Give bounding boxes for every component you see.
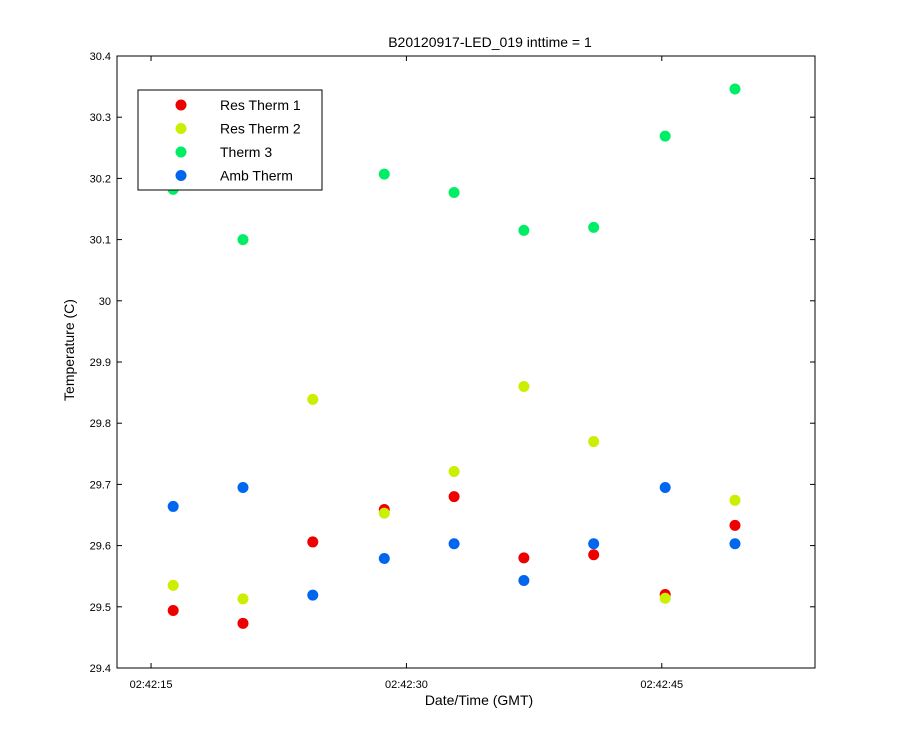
point-amb-therm — [167, 500, 179, 512]
legend-label: Amb Therm — [220, 168, 293, 184]
point-amb-therm — [378, 552, 390, 564]
x-tick-label: 02:42:15 — [130, 679, 173, 691]
point-res-therm-2 — [659, 592, 671, 604]
point-res-therm-2 — [237, 593, 249, 605]
point-res-therm-2 — [307, 393, 319, 405]
point-res-therm-1 — [237, 617, 249, 629]
y-tick-label: 29.4 — [90, 663, 111, 675]
point-res-therm-2 — [518, 380, 530, 392]
y-tick-label: 29.9 — [90, 357, 111, 369]
point-therm-3 — [378, 168, 390, 180]
legend-marker — [175, 123, 187, 134]
point-therm-3 — [659, 130, 671, 142]
x-tick-label: 02:42:45 — [640, 679, 683, 691]
point-res-therm-1 — [307, 536, 319, 548]
point-res-therm-1 — [588, 549, 600, 561]
y-tick-label: 30.4 — [90, 51, 111, 63]
point-amb-therm — [518, 574, 530, 586]
x-tick-label: 02:42:30 — [385, 679, 428, 691]
point-amb-therm — [307, 589, 319, 601]
point-res-therm-2 — [588, 436, 600, 448]
legend-items: Res Therm 1 Res Therm 2 Therm 3 Amb Therm — [175, 97, 301, 184]
point-res-therm-1 — [448, 491, 460, 503]
legend-marker — [175, 170, 187, 181]
data-points — [167, 83, 741, 629]
y-tick-label: 30.2 — [90, 173, 111, 185]
point-res-therm-2 — [448, 466, 460, 478]
point-therm-3 — [518, 224, 530, 236]
point-res-therm-2 — [729, 494, 741, 506]
point-amb-therm — [729, 538, 741, 550]
x-axis-label: Date/Time (GMT) — [425, 692, 533, 708]
point-res-therm-2 — [167, 579, 179, 591]
point-amb-therm — [588, 538, 600, 550]
legend-label: Res Therm 1 — [220, 97, 301, 113]
x-axis-ticks: 02:42:15 02:42:30 02:42:45 — [130, 56, 683, 691]
legend-label: Therm 3 — [220, 144, 272, 160]
point-therm-3 — [237, 234, 249, 246]
y-tick-label: 29.7 — [90, 479, 111, 491]
legend-marker — [175, 146, 187, 158]
legend-box — [137, 89, 323, 191]
chart-title: B20120917-LED_019 inttime = 1 — [388, 34, 592, 50]
y-tick-label: 29.5 — [90, 602, 111, 614]
y-axis-ticks: 29.4 29.5 29.6 29.7 29.8 29.9 30 30.1 30.2 30.3 30… — [90, 51, 815, 675]
legend-marker — [175, 99, 187, 111]
legend-label: Res Therm 2 — [220, 121, 301, 137]
point-res-therm-1 — [167, 604, 179, 616]
y-tick-label: 30.3 — [90, 112, 111, 124]
point-therm-3 — [588, 221, 600, 233]
y-tick-label: 30.1 — [90, 235, 111, 247]
y-tick-label: 30 — [99, 296, 111, 308]
point-res-therm-1 — [518, 552, 530, 564]
point-amb-therm — [659, 481, 671, 493]
y-axis-label: Temperature (C) — [61, 299, 77, 401]
y-tick-label: 29.6 — [90, 541, 111, 553]
y-tick-label: 29.8 — [90, 418, 111, 430]
point-res-therm-2 — [378, 507, 390, 519]
point-therm-3 — [448, 186, 460, 198]
point-therm-3 — [729, 83, 741, 95]
point-amb-therm — [448, 538, 460, 550]
point-amb-therm — [237, 481, 249, 493]
legend: Res Therm 1 Res Therm 2 Therm 3 Amb Therm — [137, 89, 323, 191]
point-res-therm-1 — [729, 519, 741, 531]
